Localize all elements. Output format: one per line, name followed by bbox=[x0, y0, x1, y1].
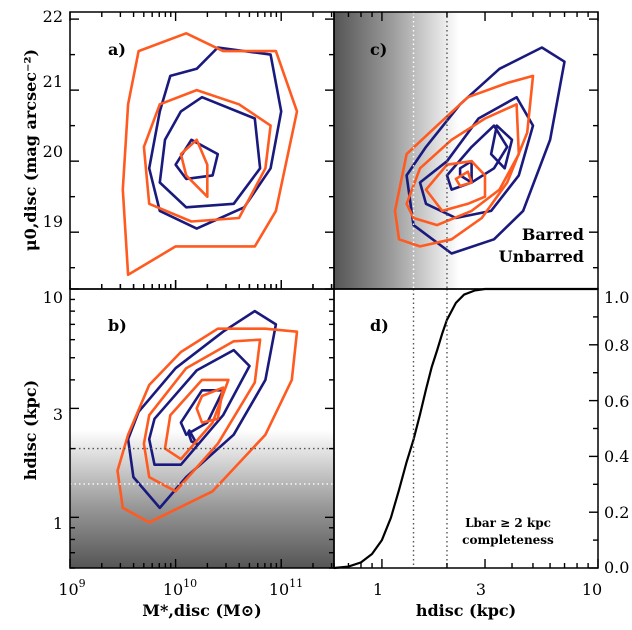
contour-unbarred-level-3 bbox=[179, 138, 209, 198]
panel-b-plot bbox=[116, 309, 299, 524]
x-tick-label: 3 bbox=[476, 580, 486, 599]
completeness-label-line2: completeness bbox=[462, 533, 554, 547]
panel-label-a: a) bbox=[108, 40, 126, 59]
legend-barred: Barred bbox=[522, 225, 584, 244]
contour-barred-level-1 bbox=[147, 46, 283, 230]
y-axis-label-bottom: hdisc (kpc) bbox=[21, 380, 40, 480]
contour-barred-level-4 bbox=[187, 429, 198, 446]
contour-unbarred-level-1 bbox=[121, 31, 299, 277]
x-tick-label: 1011 bbox=[269, 577, 303, 599]
contour-unbarred-level-4 bbox=[195, 386, 225, 424]
contour-unbarred-level-3 bbox=[424, 159, 487, 213]
y-tick-label: 0.8 bbox=[604, 336, 629, 355]
y-tick-label: 0.6 bbox=[604, 392, 629, 411]
y-tick-label: 19 bbox=[43, 212, 63, 231]
x-tick-label: 1 bbox=[373, 580, 383, 599]
y-tick-label: 0.0 bbox=[604, 558, 629, 577]
y-tick-labels-right: 0.0 0.2 0.4 0.6 0.8 1.0 bbox=[604, 288, 629, 577]
y-tick-label: 3 bbox=[53, 405, 63, 424]
data-layer bbox=[116, 31, 598, 570]
contour-barred-level-2 bbox=[158, 95, 262, 209]
y-tick-label: 1.0 bbox=[604, 288, 629, 307]
panel-a-plot bbox=[121, 31, 299, 277]
x-axis-label-left: M*,disc (M⊙) bbox=[142, 601, 262, 620]
axis-ticks bbox=[69, 12, 599, 569]
completeness-label-line1: Lbar ≥ 2 kpc bbox=[465, 516, 551, 530]
contour-unbarred-level-2 bbox=[142, 338, 262, 493]
x-tick-label: 10 bbox=[582, 580, 602, 599]
contour-unbarred-level-2 bbox=[405, 103, 521, 227]
y-tick-label: 20 bbox=[43, 142, 63, 161]
legend-unbarred: Unbarred bbox=[499, 247, 584, 266]
panel-label-c: c) bbox=[370, 40, 387, 59]
guide-lines bbox=[70, 12, 448, 568]
x-tick-label: 109 bbox=[58, 577, 85, 599]
contour-barred-level-3 bbox=[445, 124, 509, 191]
x-tick-label: 1010 bbox=[163, 577, 197, 599]
contour-barred-level-1 bbox=[126, 309, 278, 510]
contour-barred-level-2 bbox=[147, 348, 251, 467]
y-tick-label: 1 bbox=[53, 514, 63, 533]
y-tick-label: 22 bbox=[43, 7, 63, 26]
panel-b-shading bbox=[70, 430, 334, 568]
contour-unbarred-level-1 bbox=[393, 74, 535, 248]
panel-label-d: d) bbox=[370, 316, 389, 335]
x-axis-label-right: hdisc (kpc) bbox=[416, 601, 516, 620]
y-tick-label: 21 bbox=[43, 72, 63, 91]
y-tick-labels-top: 19 20 21 22 bbox=[43, 7, 63, 231]
y-tick-labels-bottom: 1 3 10 bbox=[43, 288, 63, 533]
panel-c-plot bbox=[393, 46, 566, 255]
y-tick-label: 0.2 bbox=[604, 503, 629, 522]
x-tick-labels-mass: 109 1010 1011 bbox=[58, 577, 303, 599]
contour-unbarred-level-4 bbox=[454, 170, 473, 188]
contour-barred-level-3 bbox=[179, 388, 225, 437]
x-tick-labels-h: 1 3 10 bbox=[373, 580, 602, 599]
contour-unbarred-level-2 bbox=[142, 88, 272, 223]
y-tick-label: 10 bbox=[43, 288, 63, 307]
contour-barred-level-3 bbox=[174, 138, 220, 181]
panel-label-b: b) bbox=[108, 316, 127, 335]
contour-barred-level-5 bbox=[489, 124, 514, 170]
y-tick-label: 0.4 bbox=[604, 447, 629, 466]
y-axis-label-top: μ0,disc (mag arcsec⁻²) bbox=[21, 49, 40, 251]
contour-unbarred-level-1 bbox=[116, 327, 299, 524]
